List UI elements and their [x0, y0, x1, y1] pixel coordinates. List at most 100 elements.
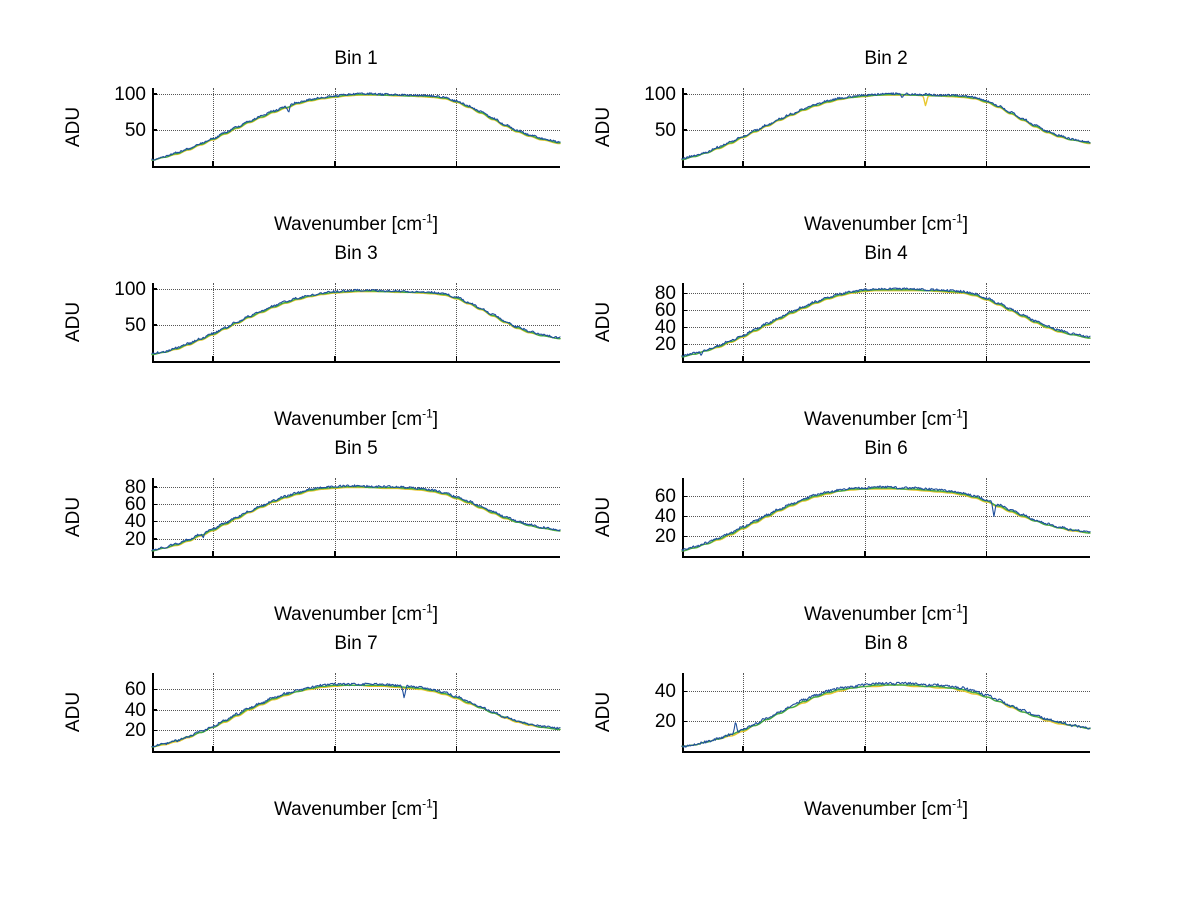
- y-gridline: [152, 324, 560, 326]
- subplot-panel-6: Bin 6 20 40 60 ADU Wavenumber [cm-1]: [530, 438, 1091, 646]
- x-gridline: [864, 673, 866, 751]
- x-gridline: [212, 673, 214, 751]
- y-tick-mark: [152, 486, 157, 488]
- subplot-title-7: Bin 7: [334, 633, 378, 654]
- y-tick-mark: [152, 503, 157, 505]
- series-group-2: [681, 92, 1091, 161]
- x-axis-label-text: Wavenumber [cm: [273, 604, 423, 625]
- series-line-measured: [681, 681, 1091, 748]
- x-gridline: [334, 88, 336, 166]
- x-axis-label-text: Wavenumber [cm: [273, 799, 423, 820]
- y-tick-mark: [152, 93, 157, 95]
- x-axis-label-4: Wavenumber [cm-1]: [682, 408, 1090, 431]
- plot-area-1: [151, 88, 561, 168]
- series-group-8: [681, 681, 1091, 748]
- y-tick-label: 20: [124, 528, 146, 550]
- y-gridline: [152, 521, 560, 523]
- x-tick-mark: [864, 551, 866, 556]
- subplot-title-5: Bin 5: [334, 438, 378, 459]
- x-tick-mark: [864, 746, 866, 751]
- x-axis-label-bracket: ]: [962, 409, 969, 430]
- x-tick-mark: [212, 356, 214, 361]
- series-line-fit: [151, 486, 561, 552]
- series-line-fit: [681, 488, 1091, 552]
- x-axis-label-bracket: ]: [432, 409, 439, 430]
- x-axis-label-text: Wavenumber [cm: [273, 409, 423, 430]
- x-axis-label-bracket: ]: [962, 214, 969, 235]
- y-gridline: [152, 129, 560, 131]
- y-gridline: [682, 327, 1090, 329]
- y-gridline: [152, 730, 560, 732]
- plot-area-2: [681, 88, 1091, 168]
- y-gridline: [682, 293, 1090, 295]
- y-tick-label: 40: [654, 317, 676, 339]
- x-axis-label-2: Wavenumber [cm-1]: [682, 211, 1090, 236]
- x-axis-label-8: Wavenumber [cm-1]: [682, 796, 1090, 821]
- y-gridline: [682, 129, 1090, 131]
- x-gridline: [742, 478, 744, 556]
- x-axis-label-exponent: -1: [422, 796, 433, 811]
- x-tick-mark: [455, 746, 458, 751]
- series-line-measured: [681, 287, 1091, 357]
- plot-area-5: [151, 478, 561, 558]
- y-gridline: [682, 496, 1090, 497]
- y-axis-label-8: ADU: [593, 691, 614, 733]
- y-tick-mark: [152, 538, 157, 540]
- x-axis-label-6: Wavenumber [cm-1]: [682, 603, 1090, 626]
- subplot-title-3: Bin 3: [334, 243, 378, 264]
- x-gridline: [212, 283, 214, 361]
- subplot-panel-5: Bin 5 20 40 60 80 ADU Wavenumber [cm-1]: [0, 438, 561, 646]
- y-axis-line: [152, 88, 154, 166]
- x-gridline: [456, 88, 458, 166]
- series-line-model: [681, 93, 1091, 161]
- y-axis-line: [152, 283, 154, 361]
- x-axis-label-exponent: -1: [952, 211, 963, 226]
- y-tick-label: 100: [114, 83, 146, 105]
- plot-area-6: [681, 478, 1091, 558]
- x-axis-label-exponent: -1: [422, 406, 433, 421]
- y-gridline: [682, 344, 1090, 346]
- x-axis-line: [152, 361, 560, 363]
- series-group-1: [151, 92, 561, 161]
- x-axis-label-3: Wavenumber [cm-1]: [152, 406, 560, 431]
- y-axis-line: [682, 283, 684, 361]
- series-line-model: [681, 288, 1091, 358]
- subplot-title-1: Bin 1: [334, 48, 378, 69]
- y-tick-label: 20: [654, 526, 676, 547]
- subplot-title-8: Bin 8: [864, 633, 908, 654]
- x-axis-label-bracket: ]: [432, 604, 439, 625]
- x-tick-mark: [864, 161, 866, 166]
- series-group-5: [151, 484, 561, 552]
- y-axis-label-3: ADU: [63, 301, 84, 343]
- y-tick-label: 40: [654, 506, 676, 527]
- y-tick-label: 100: [644, 83, 676, 105]
- x-tick-mark: [455, 551, 458, 556]
- series-line-measured: [681, 92, 1091, 160]
- x-axis-label-5: Wavenumber [cm-1]: [152, 603, 560, 626]
- x-gridline: [456, 673, 458, 751]
- y-tick-mark: [152, 520, 157, 523]
- x-tick-mark: [742, 551, 744, 556]
- y-axis-line: [682, 88, 684, 166]
- y-tick-mark: [682, 292, 687, 295]
- x-axis-label-exponent: -1: [952, 796, 963, 811]
- x-gridline: [986, 88, 988, 166]
- y-axis-line: [682, 673, 684, 751]
- y-tick-label: 50: [124, 314, 146, 336]
- series-group-3: [151, 288, 561, 356]
- x-axis-line: [152, 166, 560, 168]
- x-tick-mark: [212, 161, 214, 166]
- x-gridline: [864, 88, 866, 166]
- x-tick-mark: [742, 161, 744, 166]
- y-tick-mark: [682, 309, 687, 312]
- x-gridline: [864, 478, 866, 556]
- y-tick-mark: [152, 709, 157, 711]
- y-tick-mark: [152, 688, 157, 691]
- x-axis-label-exponent: -1: [422, 211, 433, 226]
- plot-area-7: [151, 673, 561, 753]
- x-tick-mark: [455, 356, 458, 361]
- x-tick-mark: [334, 161, 336, 166]
- subplot-panel-1: Bin 1 50 100 ADU Wavenumber [cm-1]: [0, 48, 561, 256]
- x-tick-mark: [985, 161, 988, 166]
- x-tick-mark: [334, 356, 336, 361]
